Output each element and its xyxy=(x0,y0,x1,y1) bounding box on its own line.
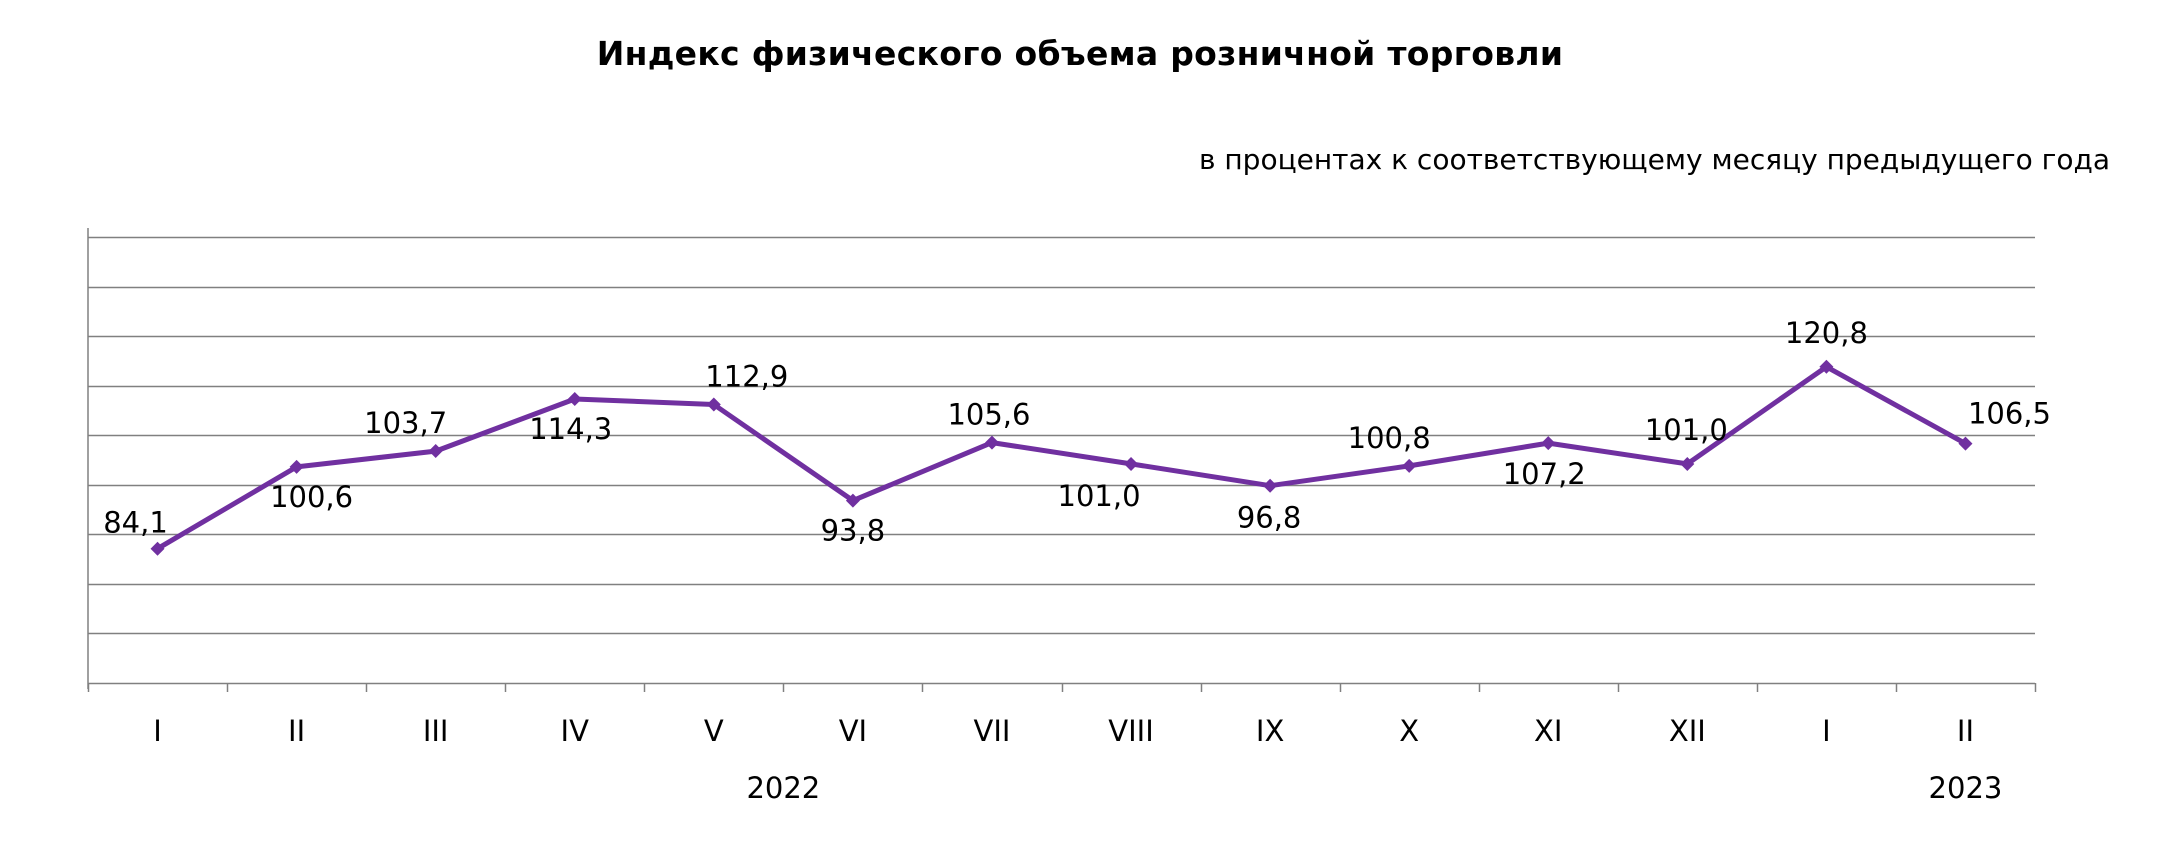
x-tick-label: III xyxy=(423,714,449,748)
x-tick-label: I xyxy=(153,714,162,748)
data-marker xyxy=(150,541,165,556)
x-tick-label: II xyxy=(288,714,305,748)
data-label: 114,3 xyxy=(529,412,612,446)
data-label: 100,6 xyxy=(270,480,353,514)
gridlines xyxy=(88,236,2035,635)
chart-subtitle: в процентах к соответствующему месяцу пр… xyxy=(1198,143,2110,176)
data-label: 96,8 xyxy=(1237,501,1302,535)
year-labels: 2022 2023 xyxy=(746,771,2002,805)
data-label: 103,7 xyxy=(364,406,447,440)
x-tick-label: VIII xyxy=(1108,714,1154,748)
data-marker xyxy=(428,444,443,459)
data-marker xyxy=(289,459,304,474)
data-label: 105,6 xyxy=(947,398,1030,432)
chart-title: Индекс физического объема розничной торг… xyxy=(596,34,1564,73)
series-line-layer xyxy=(156,364,1967,551)
x-tick-label: XI xyxy=(1534,714,1562,748)
data-label: 106,5 xyxy=(1968,397,2051,431)
data-label: 107,2 xyxy=(1503,457,1586,491)
x-tick-label: I xyxy=(1822,714,1831,748)
x-tick-label: V xyxy=(704,714,724,748)
data-marker xyxy=(1402,458,1417,473)
axes xyxy=(87,228,2037,692)
x-tick-label: XII xyxy=(1669,714,1706,748)
data-marker xyxy=(1263,478,1278,493)
year-label: 2022 xyxy=(746,771,820,805)
x-tick-label: II xyxy=(1957,714,1974,748)
data-label: 84,1 xyxy=(103,506,168,540)
x-tick-label: IX xyxy=(1256,714,1284,748)
x-tick-label: VII xyxy=(973,714,1010,748)
data-label: 120,8 xyxy=(1785,316,1868,350)
data-markers xyxy=(150,359,1973,556)
data-label: 93,8 xyxy=(821,514,886,548)
data-labels: 84,1 100,6 103,7 114,3 112,9 93,8 105,6 101,0 96… xyxy=(103,316,2051,548)
x-tick-labels: I II III IV V VI VII VIII IX X XI XII I II xyxy=(153,714,1974,748)
data-marker xyxy=(567,392,582,407)
data-label: 100,8 xyxy=(1348,421,1431,455)
data-marker xyxy=(706,397,721,412)
x-tick-label: X xyxy=(1399,714,1419,748)
data-marker xyxy=(1958,436,1973,451)
data-label: 112,9 xyxy=(705,359,788,393)
data-marker xyxy=(1819,359,1834,374)
year-label: 2023 xyxy=(1929,771,2003,805)
x-tick-label: IV xyxy=(561,714,590,748)
data-marker xyxy=(845,493,860,508)
series-line xyxy=(156,364,1967,551)
data-marker xyxy=(1124,456,1139,471)
data-marker xyxy=(1541,436,1556,451)
data-marker xyxy=(1680,456,1695,471)
data-label: 101,0 xyxy=(1645,413,1728,447)
x-tick-label: VI xyxy=(839,714,867,748)
data-label: 101,0 xyxy=(1058,479,1141,513)
data-marker xyxy=(984,435,999,450)
